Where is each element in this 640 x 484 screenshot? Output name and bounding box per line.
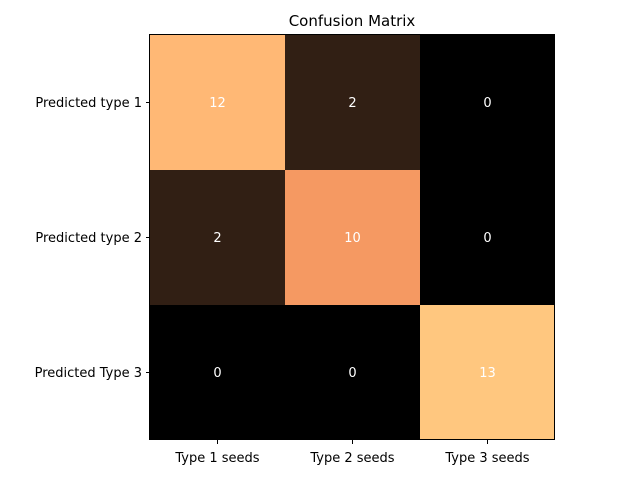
heatmap-cell (285, 170, 420, 305)
chart-title: Confusion Matrix (289, 12, 416, 30)
cell-value-label: 2 (348, 96, 356, 111)
heatmap-cell (420, 305, 555, 440)
x-axis: Type 1 seeds Type 2 seeds Type 3 seeds (174, 440, 530, 466)
heatmap-cell (150, 170, 285, 305)
heatmap-cells (150, 35, 555, 440)
heatmap-cell-labels: 12 2 0 2 10 0 0 0 13 (209, 96, 496, 381)
heatmap-cell (285, 305, 420, 440)
cell-value-label: 0 (483, 231, 491, 246)
heatmap-cell (150, 305, 285, 440)
x-tick-label: Type 1 seeds (174, 451, 259, 466)
cell-value-label: 12 (209, 96, 226, 111)
cell-value-label: 10 (344, 231, 361, 246)
y-tick-label: Predicted Type 3 (35, 366, 142, 381)
y-tick-label: Predicted type 2 (35, 231, 142, 246)
heatmap-cell (420, 170, 555, 305)
y-axis: Predicted type 1 Predicted type 2 Predicte… (35, 96, 150, 381)
cell-value-label: 0 (213, 366, 221, 381)
heatmap-cell (420, 35, 555, 170)
heatmap-cell (150, 35, 285, 170)
y-tick-label: Predicted type 1 (35, 96, 142, 111)
cell-value-label: 2 (213, 231, 221, 246)
cell-value-label: 0 (483, 96, 491, 111)
x-tick-label: Type 3 seeds (444, 451, 529, 466)
cell-value-label: 13 (479, 366, 496, 381)
cell-value-label: 0 (348, 366, 356, 381)
heatmap-cell (285, 35, 420, 170)
x-tick-label: Type 2 seeds (309, 451, 394, 466)
